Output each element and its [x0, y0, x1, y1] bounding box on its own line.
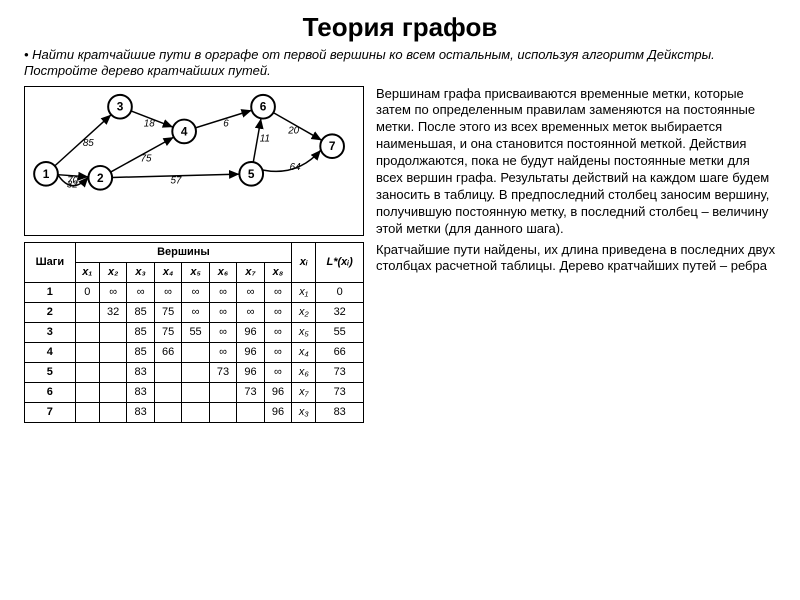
table-row: 3857555∞96∞x₅55: [25, 322, 364, 342]
table-row: 5837396∞x₆73: [25, 362, 364, 382]
col-steps: Шаги: [25, 242, 76, 282]
svg-text:7: 7: [329, 139, 336, 153]
svg-text:3: 3: [117, 99, 124, 113]
svg-text:5: 5: [248, 166, 255, 180]
svg-text:4: 4: [181, 124, 188, 138]
description-text: Вершинам графа присваиваются временные м…: [376, 86, 776, 423]
table-row: 48566∞96∞x₄66: [25, 342, 364, 362]
svg-text:18: 18: [144, 118, 155, 129]
page-title: Теория графов: [24, 12, 776, 43]
col-vertex: x₅: [182, 262, 209, 282]
col-vertex: x₁: [75, 262, 99, 282]
table-row: 10∞∞∞∞∞∞∞x₁0: [25, 282, 364, 302]
left-column: 8518757032576112064 1234567 Шаги Вершины…: [24, 86, 364, 423]
svg-text:6: 6: [260, 99, 267, 113]
col-vertex: x₂: [99, 262, 126, 282]
col-xi: xᵢ: [292, 242, 316, 282]
col-vertex: x₆: [209, 262, 236, 282]
svg-text:57: 57: [170, 175, 181, 186]
svg-text:1: 1: [43, 166, 50, 180]
svg-text:75: 75: [141, 153, 152, 164]
task-text: Найти кратчайшие пути в орграфе от перво…: [24, 47, 776, 80]
col-vertex: x₇: [237, 262, 264, 282]
content-columns: 8518757032576112064 1234567 Шаги Вершины…: [24, 86, 776, 423]
svg-text:85: 85: [83, 138, 94, 149]
svg-text:20: 20: [287, 125, 299, 136]
svg-text:32: 32: [67, 179, 78, 190]
svg-text:11: 11: [260, 133, 270, 144]
dijkstra-table: Шаги Вершины xᵢ L*(xᵢ) x₁x₂x₃x₄x₅x₆x₇x₈ …: [24, 242, 364, 423]
col-vertex: x₃: [127, 262, 154, 282]
col-lxi: L*(xᵢ): [316, 242, 364, 282]
table-row: 2328575∞∞∞∞x₂32: [25, 302, 364, 322]
col-vertices: Вершины: [75, 242, 292, 262]
svg-text:64: 64: [290, 162, 301, 173]
table-row: 78396x₃83: [25, 402, 364, 422]
table-row: 6837396x₇73: [25, 382, 364, 402]
graph-diagram: 8518757032576112064 1234567: [24, 86, 364, 236]
col-vertex: x₈: [264, 262, 291, 282]
col-vertex: x₄: [154, 262, 181, 282]
svg-text:2: 2: [97, 170, 104, 184]
svg-text:6: 6: [223, 118, 229, 129]
